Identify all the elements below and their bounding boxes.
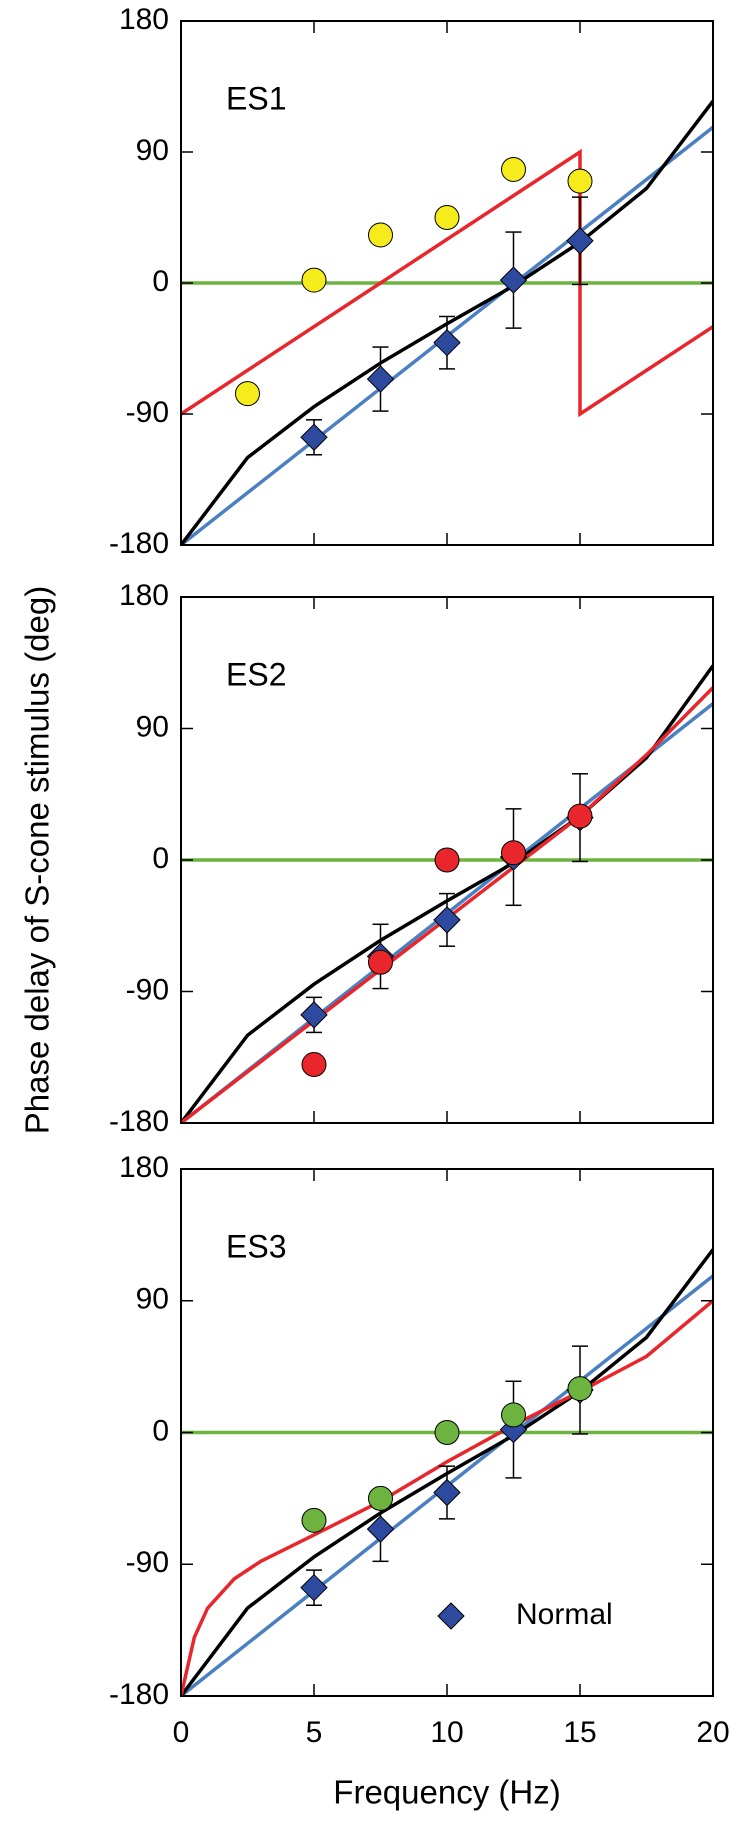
x-tick-label: 5 [306, 1716, 323, 1749]
diamond-marker [433, 328, 461, 357]
x-axis-label: Frequency (Hz) [333, 1774, 560, 1811]
circle-marker [368, 222, 393, 248]
y-tick-label: 90 [136, 134, 169, 167]
diamond-marker [366, 1515, 395, 1543]
y-tick-label: 0 [152, 265, 169, 298]
x-tick-label: 10 [430, 1716, 463, 1749]
x-tick-label: 15 [563, 1716, 596, 1749]
diamond-marker [300, 423, 328, 451]
y-axis-label: Phase delay of S-cone stimulus (deg) [19, 586, 56, 1134]
panel-label: ES2 [226, 656, 286, 692]
diamond-marker [300, 1573, 328, 1602]
y-tick-label: -180 [109, 1105, 169, 1138]
circle-marker [501, 1402, 526, 1428]
diamond-marker [499, 266, 528, 294]
circle-marker [434, 1420, 460, 1445]
y-tick-label: 90 [136, 710, 169, 743]
diamond-marker [433, 1478, 461, 1507]
circle-marker [368, 949, 393, 975]
y-tick-label: -90 [126, 973, 169, 1006]
panel-label: ES1 [226, 80, 286, 116]
y-tick-label: 0 [152, 842, 169, 875]
y-tick-label: 180 [119, 3, 169, 36]
diamond-marker [433, 906, 461, 934]
circle-marker [301, 1507, 327, 1533]
y-tick-label: -180 [109, 527, 169, 560]
y-tick-label: 90 [136, 1283, 169, 1316]
diamond-marker [366, 365, 395, 393]
y-tick-label: -90 [126, 1546, 169, 1579]
circle-marker [501, 156, 526, 182]
panel-label: ES3 [226, 1228, 286, 1264]
circle-marker [434, 847, 460, 873]
x-tick-label: 20 [696, 1716, 729, 1749]
circle-marker [567, 803, 593, 829]
y-tick-label: -90 [126, 396, 169, 429]
series-line [181, 686, 713, 1123]
diamond-marker [566, 227, 594, 255]
plot-frame [180, 1168, 714, 1697]
plot-frame [180, 20, 714, 546]
circle-marker [434, 205, 460, 230]
circle-marker [567, 1376, 593, 1402]
y-tick-label: -180 [109, 1678, 169, 1711]
circle-marker [235, 381, 260, 407]
circle-marker [501, 840, 526, 866]
circle-marker [567, 168, 593, 194]
x-tick-label: 0 [173, 1716, 190, 1749]
legend-label: Normal [516, 1598, 613, 1631]
circle-marker [368, 1485, 393, 1511]
diamond-marker [300, 1001, 328, 1029]
legend-marker [437, 1602, 465, 1630]
plot-frame [180, 596, 714, 1124]
y-tick-label: 180 [119, 579, 169, 612]
y-tick-label: 0 [152, 1414, 169, 1447]
circle-marker [301, 1052, 327, 1078]
circle-marker [301, 267, 327, 293]
y-tick-label: 180 [119, 1151, 169, 1184]
